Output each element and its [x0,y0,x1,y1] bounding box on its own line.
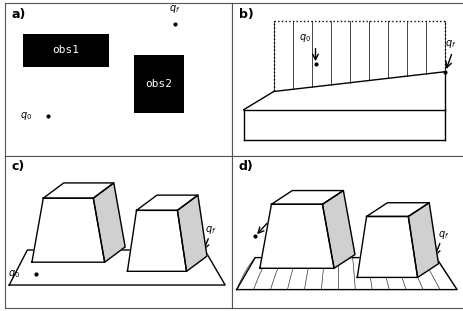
Polygon shape [127,210,186,271]
Text: c): c) [12,160,25,173]
Text: d): d) [238,160,253,173]
Text: $q_0$: $q_0$ [271,211,283,222]
Polygon shape [32,198,105,262]
Text: $q_f$: $q_f$ [444,38,456,50]
Polygon shape [366,203,428,216]
Text: $q_f$: $q_f$ [204,224,216,236]
Polygon shape [271,191,343,204]
Polygon shape [259,204,333,268]
Text: $q_0$: $q_0$ [20,110,32,122]
Polygon shape [357,216,417,277]
Polygon shape [9,250,225,285]
Bar [134,55,184,113]
Text: $q_f$: $q_f$ [169,3,181,15]
Text: b): b) [238,8,253,21]
Polygon shape [136,195,197,210]
Polygon shape [322,191,354,268]
Text: obs1: obs1 [52,45,79,55]
Text: $q_f$: $q_f$ [438,229,449,241]
Text: obs2: obs2 [145,79,172,89]
Polygon shape [236,258,456,290]
Text: a): a) [12,8,26,21]
Bar [23,34,109,67]
Text: $q_0$: $q_0$ [299,32,311,44]
Polygon shape [43,183,113,198]
Text: $q_0$: $q_0$ [8,268,20,280]
Polygon shape [407,203,438,277]
Polygon shape [177,195,206,271]
Polygon shape [93,183,125,262]
